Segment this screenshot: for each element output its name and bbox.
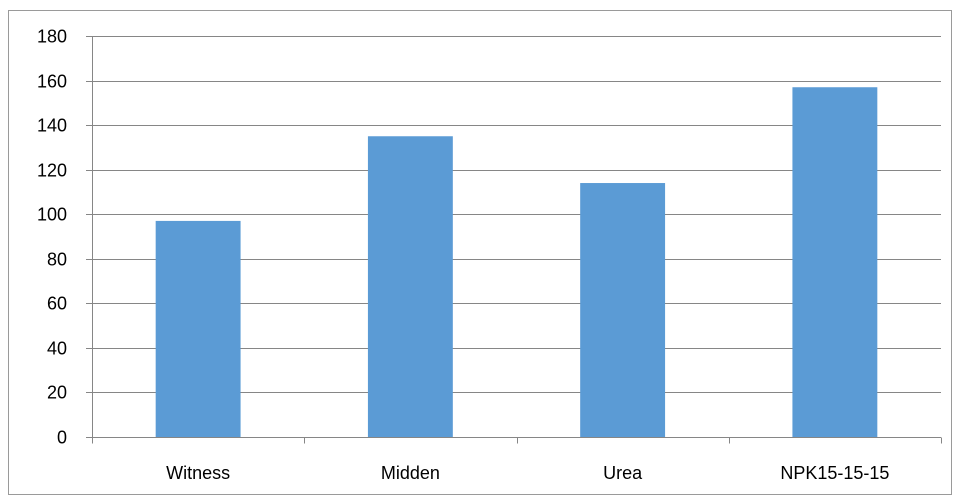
bars: [155, 87, 878, 437]
y-tick-label: 60: [47, 294, 67, 314]
y-tick-label: 40: [47, 339, 67, 359]
x-tick-label: Urea: [603, 463, 643, 483]
y-tick-label: 180: [37, 27, 67, 47]
y-tick-label: 160: [37, 72, 67, 92]
bar-npk15-15-15: [792, 87, 878, 437]
y-tick-label: 100: [37, 205, 67, 225]
y-tick-label: 20: [47, 383, 67, 403]
y-tick-label: 0: [57, 428, 67, 448]
tick-labels: 0 20 40 60 80 100 120 140 160 180 Witness Midden Ure…: [37, 27, 889, 484]
x-tick-label: Witness: [166, 463, 230, 483]
y-tick-label: 80: [47, 250, 67, 270]
x-tick-label: Midden: [381, 463, 440, 483]
y-tick-label: 120: [37, 161, 67, 181]
x-tick-label: NPK15-15-15: [780, 463, 889, 483]
bar-urea: [580, 183, 666, 437]
bar-witness: [155, 220, 241, 437]
axes: [86, 36, 942, 444]
bar-midden: [367, 136, 453, 437]
y-tick-label: 140: [37, 116, 67, 136]
